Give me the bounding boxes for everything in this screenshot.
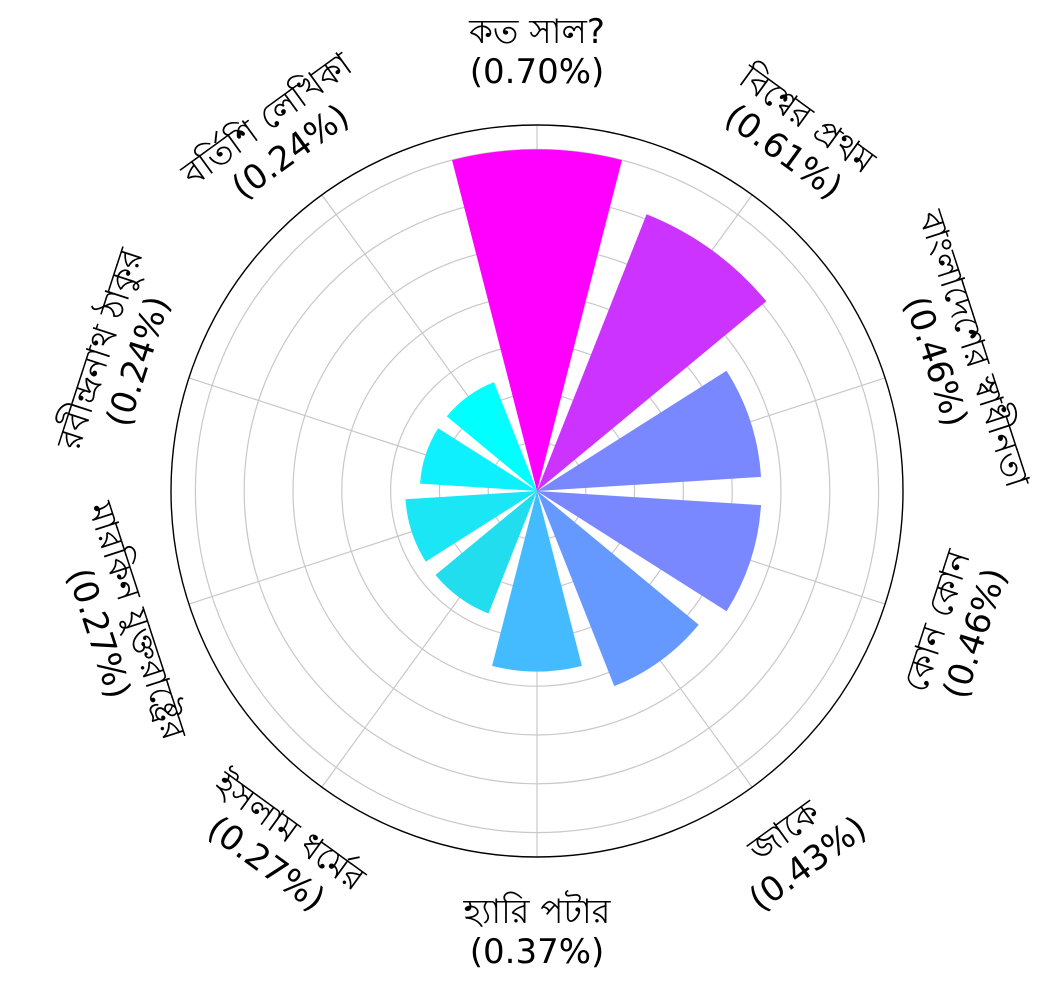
category-label: কোন কোন(0.46%) — [896, 545, 1015, 704]
category-label: হ্যারি পটার(0.37%) — [463, 890, 612, 972]
bar-wedge — [537, 370, 762, 491]
category-label: রবীন্দ্রনাথ ঠাকুর(0.24%) — [47, 242, 178, 455]
category-name: হ্যারি পটার — [463, 890, 612, 932]
category-value-label: (0.37%) — [470, 932, 605, 972]
bar-wedge — [492, 491, 582, 672]
bar-wedge — [452, 149, 622, 491]
bar-wedge — [446, 382, 537, 491]
category-name: কত সাল? — [468, 12, 605, 52]
bar-wedge — [537, 491, 762, 612]
outer-frame — [170, 124, 904, 858]
bar-wedge — [405, 491, 537, 562]
bars — [405, 149, 767, 687]
category-label: জাকে(0.43%) — [740, 792, 874, 920]
category-label: বাংলাদেশের স্বাধীনতা(0.46%) — [896, 204, 1040, 493]
bar-wedge — [435, 491, 537, 614]
bar-wedge — [420, 428, 537, 491]
category-label: মারকিন যুক্তরাষ্ট্রের(0.27%) — [59, 496, 195, 746]
outer-circle — [170, 124, 904, 858]
bar-wedge — [537, 214, 767, 491]
category-value-label: (0.70%) — [470, 52, 605, 92]
bar-wedge — [537, 491, 699, 687]
category-label: ইসলাম ধর্মের(0.27%) — [200, 763, 374, 920]
category-label: কত সাল?(0.70%) — [468, 12, 605, 92]
category-label: বিশ্বের প্রথম(0.61%) — [717, 57, 883, 208]
category-label: বর্তিশি লেখিকা(0.24%) — [173, 43, 360, 207]
